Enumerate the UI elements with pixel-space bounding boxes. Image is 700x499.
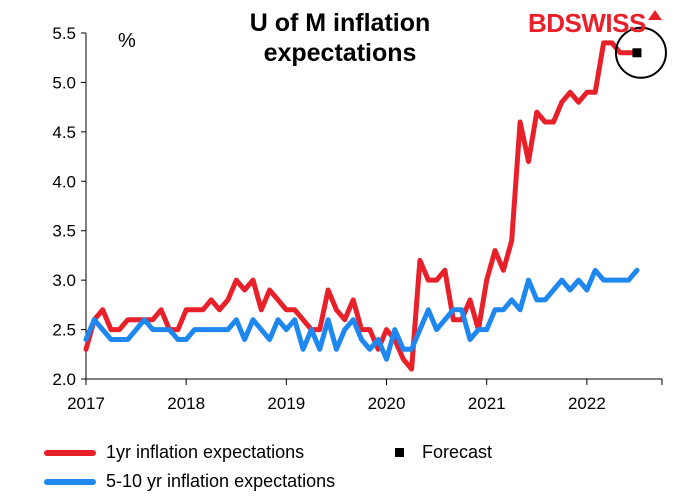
chart-title: U of M inflation expectations xyxy=(170,8,510,68)
y-tick-label: 4.5 xyxy=(52,123,76,142)
legend-label-1yr: 1yr inflation expectations xyxy=(106,442,305,462)
series-layer xyxy=(83,40,640,372)
unit-label: % xyxy=(118,30,136,52)
x-tick-label: 2017 xyxy=(67,394,105,413)
legend-label-5-10yr: 5-10 yr inflation expectations xyxy=(106,471,336,491)
legend-item-forecast: Forecast xyxy=(395,442,492,463)
y-tick-label: 5.0 xyxy=(52,73,76,92)
legend-item-1yr: 1yr inflation expectations xyxy=(44,442,304,463)
forecast-point xyxy=(632,48,642,58)
y-tick-label: 3.5 xyxy=(52,222,76,241)
y-tick-label: 2.0 xyxy=(52,370,76,389)
marker-layer xyxy=(614,26,667,79)
legend-label-forecast: Forecast xyxy=(422,442,493,462)
x-tick-label: 2020 xyxy=(368,394,406,413)
chart-title-line1: U of M inflation xyxy=(249,9,431,37)
y-tick-label: 5.5 xyxy=(52,24,76,43)
series-line-5-10yr xyxy=(83,267,640,362)
y-tick-label: 4.0 xyxy=(52,172,76,191)
logo-text: BDSWISS xyxy=(528,8,646,38)
series-line-1yr xyxy=(83,40,632,372)
legend-swatch-1yr xyxy=(44,449,96,456)
legend-swatch-forecast xyxy=(395,448,404,457)
axes-layer: 2.0 2.5 3.0 3.5 4.0 4.5 5.0 5.5 2017 2018 2019 2020… xyxy=(52,24,663,413)
logo-triangle-icon xyxy=(647,10,662,20)
x-tick-label: 2018 xyxy=(167,394,205,413)
bdswiss-logo: BDSWISS xyxy=(528,8,662,39)
forecast-highlight-circle xyxy=(614,26,667,79)
y-tick-label: 3.0 xyxy=(52,271,76,290)
x-tick-label: 2019 xyxy=(267,394,305,413)
y-tick-label: 2.5 xyxy=(52,321,76,340)
legend-swatch-5-10yr xyxy=(44,478,96,485)
x-tick-label: 2021 xyxy=(468,394,506,413)
chart-title-line2: expectations xyxy=(263,39,417,67)
x-tick-label: 2022 xyxy=(568,394,606,413)
legend-item-5-10yr: 5-10 yr inflation expectations xyxy=(44,471,335,492)
